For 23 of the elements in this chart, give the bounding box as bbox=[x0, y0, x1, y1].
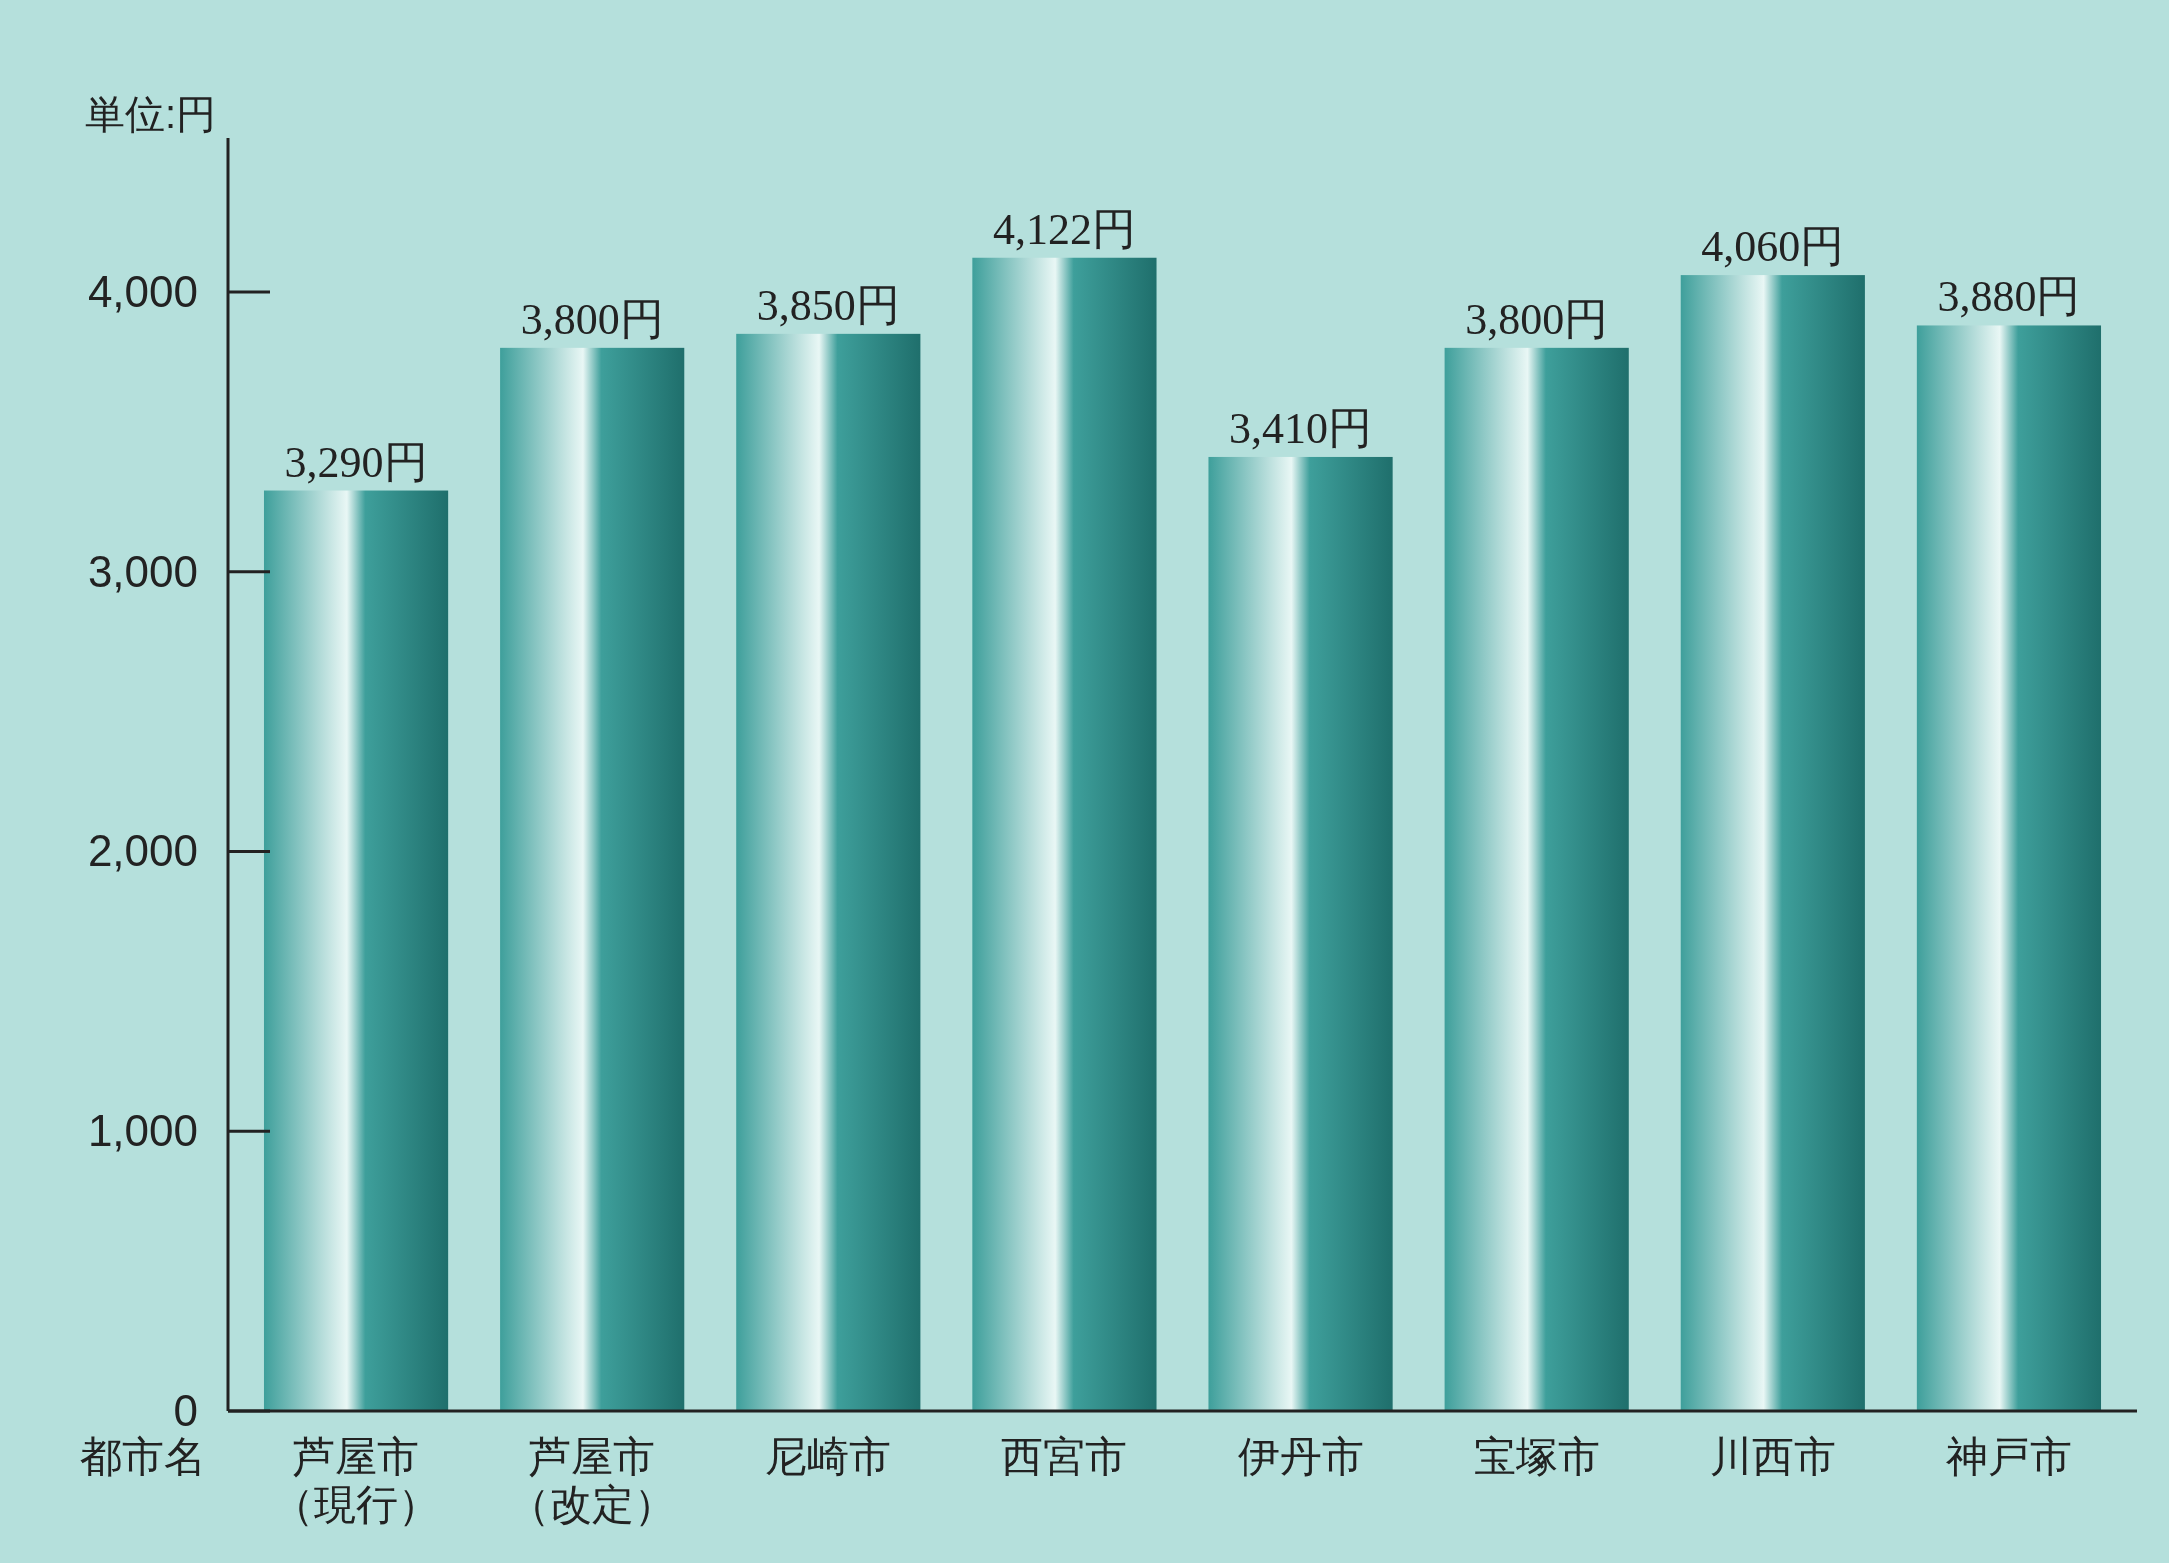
x-tick-label: 川西市 bbox=[1709, 1433, 1836, 1480]
x-tick-label: 尼崎市 bbox=[765, 1433, 892, 1480]
x-tick-label: 芦屋市（改定） bbox=[508, 1433, 677, 1528]
y-tick-label: 0 bbox=[173, 1386, 198, 1435]
y-tick-label: 3,000 bbox=[87, 546, 198, 596]
data-label: 3,800円 bbox=[520, 294, 664, 344]
data-label: 3,800円 bbox=[1465, 294, 1609, 344]
data-label: 3,290円 bbox=[284, 437, 428, 487]
data-label: 3,850円 bbox=[756, 280, 900, 330]
data-label: 4,122円 bbox=[992, 204, 1136, 254]
y-tick-label: 2,000 bbox=[87, 826, 198, 876]
x-tick-label: 伊丹市 bbox=[1237, 1433, 1364, 1480]
x-tick-label: 宝塚市 bbox=[1473, 1433, 1600, 1480]
data-label: 3,410円 bbox=[1229, 403, 1373, 453]
x-axis-title: 都市名 bbox=[80, 1433, 206, 1480]
x-tick-label: 西宮市 bbox=[1001, 1433, 1128, 1480]
x-tick-label: 芦屋市（現行） bbox=[272, 1433, 441, 1528]
x-tick-label: 神戸市 bbox=[1945, 1433, 2072, 1480]
data-label: 4,060円 bbox=[1701, 222, 1845, 272]
y-tick-label: 4,000 bbox=[87, 266, 198, 316]
y-tick-label: 1,000 bbox=[87, 1106, 198, 1156]
y-axis-title: 単位:円 bbox=[84, 92, 216, 136]
data-label: 3,880円 bbox=[1937, 272, 2081, 322]
